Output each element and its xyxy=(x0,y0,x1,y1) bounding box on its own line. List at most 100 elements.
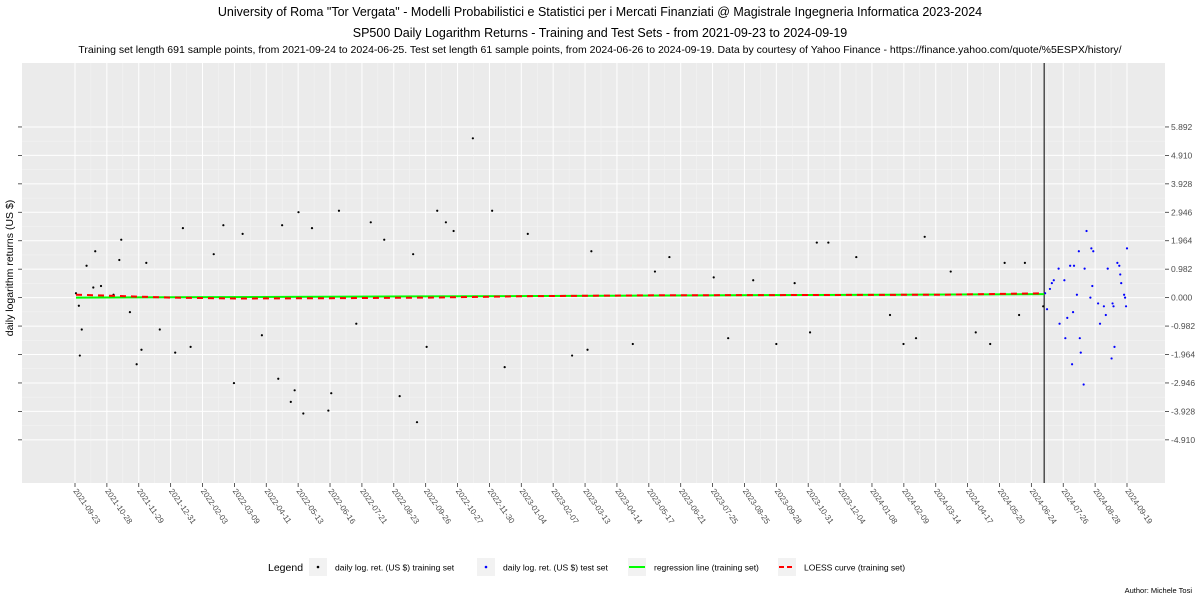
x-tick-label: 2023-04-14 xyxy=(613,487,644,526)
legend-key-point xyxy=(484,565,488,569)
x-tick-label: 2021-11-29 xyxy=(135,487,166,526)
data-point xyxy=(1092,250,1095,253)
data-point xyxy=(1085,229,1088,233)
chart-subtitle: SP500 Daily Logarithm Returns - Training… xyxy=(352,26,848,40)
x-tick-label: 2024-08-28 xyxy=(1091,487,1122,526)
fit-lines xyxy=(75,292,1045,300)
data-point xyxy=(974,331,977,334)
data-point xyxy=(1070,363,1074,366)
y-tick-label: -3.928 xyxy=(1171,406,1195,416)
data-point xyxy=(752,279,755,282)
data-point xyxy=(398,395,401,398)
data-point xyxy=(310,227,314,230)
data-point xyxy=(1091,284,1094,288)
data-point xyxy=(775,342,778,346)
data-point xyxy=(241,232,244,235)
data-point xyxy=(425,345,428,348)
grid xyxy=(22,63,1165,483)
data-point xyxy=(1079,351,1082,354)
data-point xyxy=(277,377,280,380)
data-point xyxy=(1090,247,1093,250)
data-point xyxy=(120,238,123,241)
y-tick-label: 3.928 xyxy=(1171,179,1193,189)
legend-key-point xyxy=(316,565,320,569)
data-point xyxy=(135,363,138,366)
x-tick-label: 2022-03-09 xyxy=(231,487,262,526)
data-point xyxy=(914,337,918,340)
chart-title: University of Roma "Tor Vergata" - Model… xyxy=(217,5,983,19)
x-tick-label: 2021-09-23 xyxy=(71,487,102,526)
data-point xyxy=(1050,282,1053,285)
data-point xyxy=(1113,345,1116,348)
data-point xyxy=(1023,261,1026,264)
data-point xyxy=(281,224,284,227)
y-tick-label: 0.000 xyxy=(1171,293,1193,303)
data-point xyxy=(174,351,177,354)
data-point xyxy=(815,241,818,244)
data-point xyxy=(330,392,333,395)
data-point xyxy=(222,224,225,227)
data-point xyxy=(570,354,574,357)
legend-item-label: daily log. ret. (US $) training set xyxy=(335,563,455,573)
data-point xyxy=(793,282,796,285)
y-tick-label: 0.982 xyxy=(1171,264,1193,274)
data-point xyxy=(1064,337,1067,340)
y-tick-label: 1.964 xyxy=(1171,236,1193,246)
x-tick-label: 2022-08-23 xyxy=(390,487,421,526)
x-tick-label: 2022-10-27 xyxy=(454,487,485,526)
data-point xyxy=(727,337,730,340)
data-point xyxy=(1096,302,1100,305)
legend-title: Legend xyxy=(268,562,303,574)
x-tick-label: 2023-06-21 xyxy=(677,487,708,526)
data-point xyxy=(452,229,455,233)
data-point xyxy=(436,209,439,212)
data-point xyxy=(1104,313,1107,317)
data-point xyxy=(369,221,372,224)
x-tick-label: 2022-07-21 xyxy=(358,487,389,526)
data-point xyxy=(1124,305,1128,308)
data-point xyxy=(140,348,143,351)
data-point xyxy=(128,311,132,314)
x-tick-label: 2023-03-13 xyxy=(581,487,612,526)
data-point xyxy=(1048,287,1052,291)
data-point xyxy=(989,342,992,346)
data-point xyxy=(712,276,715,279)
x-tick-label: 2022-06-16 xyxy=(326,487,357,526)
plot-panel xyxy=(22,63,1165,483)
data-point xyxy=(888,313,892,317)
y-tick-label: -4.910 xyxy=(1171,435,1195,445)
x-tick-label: 2022-04-11 xyxy=(263,487,294,526)
data-point xyxy=(355,322,358,325)
data-point xyxy=(92,286,95,289)
data-point xyxy=(297,211,300,214)
data-point xyxy=(668,255,671,259)
x-tick-label: 2024-09-19 xyxy=(1123,487,1154,526)
data-point xyxy=(1077,250,1080,253)
data-point xyxy=(327,409,330,412)
x-tick-label: 2024-05-20 xyxy=(996,487,1027,526)
data-point xyxy=(1075,293,1079,296)
legend-item-label: daily log. ret. (US $) test set xyxy=(503,563,609,573)
x-tick-label: 2021-12-31 xyxy=(167,487,198,526)
data-point xyxy=(1098,322,1102,325)
data-point xyxy=(1125,247,1129,250)
data-point xyxy=(1052,279,1055,282)
data-point xyxy=(1116,261,1119,264)
x-axis: 2021-09-23 2021-10-28 2021-11-29 2021-12-31… xyxy=(71,483,1155,526)
y-axis-label: daily logarithm returns (US $) xyxy=(4,200,16,337)
data-point xyxy=(1120,282,1123,285)
x-tick-label: 2024-04-17 xyxy=(964,487,995,526)
y-tick-label: -2.946 xyxy=(1171,378,1195,388)
data-point xyxy=(94,250,97,253)
x-tick-label: 2023-12-04 xyxy=(836,487,867,526)
loess-curve xyxy=(75,292,1045,300)
data-point xyxy=(471,137,474,140)
x-tick-label: 2023-09-28 xyxy=(773,487,804,526)
x-tick-label: 2024-07-26 xyxy=(1060,487,1091,526)
data-point xyxy=(902,342,905,346)
x-tick-label: 2022-02-03 xyxy=(199,487,230,526)
data-point xyxy=(412,253,415,256)
x-tick-label: 2023-01-04 xyxy=(518,487,549,526)
data-point xyxy=(1119,273,1122,276)
